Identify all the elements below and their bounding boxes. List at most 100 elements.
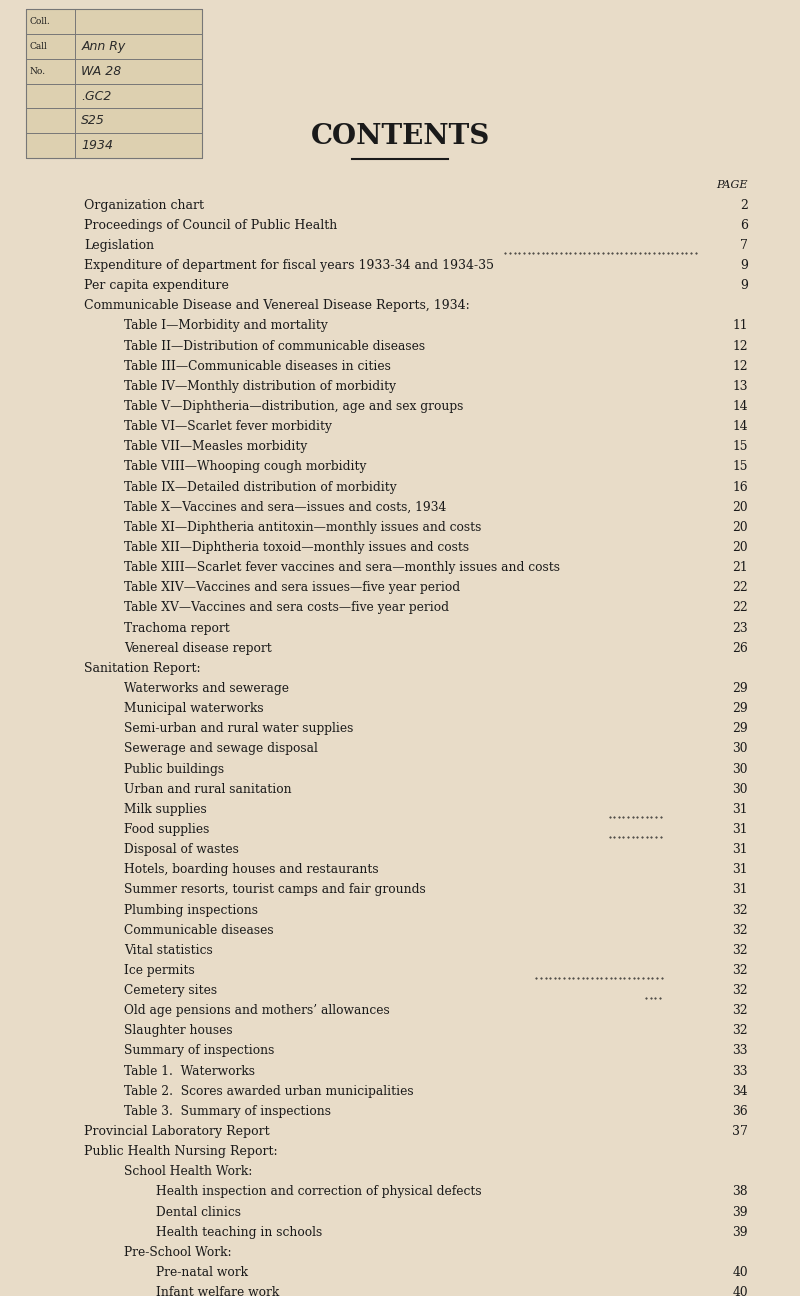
- Text: Old age pensions and mothers’ allowances: Old age pensions and mothers’ allowances: [124, 1004, 390, 1017]
- Text: Table 1.  Waterworks: Table 1. Waterworks: [124, 1064, 255, 1078]
- Text: 26: 26: [732, 642, 748, 654]
- Text: 20: 20: [732, 540, 748, 553]
- Text: Venereal disease report: Venereal disease report: [124, 642, 272, 654]
- Text: 40: 40: [732, 1286, 748, 1296]
- Text: Per capita expenditure: Per capita expenditure: [84, 279, 229, 292]
- Text: 7: 7: [740, 238, 748, 251]
- Text: 32: 32: [732, 1004, 748, 1017]
- Text: Table III—Communicable diseases in cities: Table III—Communicable diseases in citie…: [124, 360, 391, 373]
- Text: Sanitation Report:: Sanitation Report:: [84, 662, 201, 675]
- Text: School Health Work:: School Health Work:: [124, 1165, 252, 1178]
- Text: Milk supplies: Milk supplies: [124, 802, 206, 815]
- Text: Ice permits: Ice permits: [124, 964, 194, 977]
- Text: Dental clinics: Dental clinics: [156, 1205, 241, 1218]
- Text: 30: 30: [733, 762, 748, 775]
- Bar: [26, 9, 202, 158]
- Text: 15: 15: [733, 441, 748, 454]
- Text: 31: 31: [733, 844, 748, 857]
- Text: Disposal of wastes: Disposal of wastes: [124, 844, 239, 857]
- Text: 21: 21: [732, 561, 748, 574]
- Text: Table IX—Detailed distribution of morbidity: Table IX—Detailed distribution of morbid…: [124, 481, 397, 494]
- Text: 1934: 1934: [82, 139, 114, 152]
- Text: Coll.: Coll.: [30, 17, 50, 26]
- Text: 40: 40: [732, 1266, 748, 1279]
- Text: Table I—Morbidity and mortality: Table I—Morbidity and mortality: [124, 320, 328, 333]
- Text: .GC2: .GC2: [82, 89, 112, 102]
- Text: 22: 22: [732, 582, 748, 595]
- Text: 29: 29: [732, 682, 748, 695]
- Text: 22: 22: [732, 601, 748, 614]
- Text: Table XIV—Vaccines and sera issues—five year period: Table XIV—Vaccines and sera issues—five …: [124, 582, 460, 595]
- Text: Municipal waterworks: Municipal waterworks: [124, 702, 264, 715]
- Text: 16: 16: [732, 481, 748, 494]
- Text: Table XII—Diphtheria toxoid—monthly issues and costs: Table XII—Diphtheria toxoid—monthly issu…: [124, 540, 469, 553]
- Text: Health inspection and correction of physical defects: Health inspection and correction of phys…: [156, 1186, 482, 1199]
- Text: 32: 32: [732, 924, 748, 937]
- Text: Sewerage and sewage disposal: Sewerage and sewage disposal: [124, 743, 318, 756]
- Text: 38: 38: [732, 1186, 748, 1199]
- Text: Table XV—Vaccines and sera costs—five year period: Table XV—Vaccines and sera costs—five ye…: [124, 601, 449, 614]
- Text: Table XIII—Scarlet fever vaccines and sera—monthly issues and costs: Table XIII—Scarlet fever vaccines and se…: [124, 561, 560, 574]
- Text: Communicable Disease and Venereal Disease Reports, 1934:: Communicable Disease and Venereal Diseas…: [84, 299, 470, 312]
- Text: Call: Call: [30, 41, 47, 51]
- Text: 23: 23: [732, 622, 748, 635]
- Text: Pre-School Work:: Pre-School Work:: [124, 1245, 232, 1258]
- Text: Table 3.  Summary of inspections: Table 3. Summary of inspections: [124, 1105, 331, 1118]
- Text: Plumbing inspections: Plumbing inspections: [124, 903, 258, 916]
- Text: 12: 12: [732, 340, 748, 353]
- Text: 39: 39: [732, 1205, 748, 1218]
- Text: 11: 11: [733, 320, 748, 333]
- Text: 32: 32: [732, 943, 748, 956]
- Text: PAGE: PAGE: [717, 180, 748, 191]
- Text: 30: 30: [733, 783, 748, 796]
- Text: Organization chart: Organization chart: [84, 198, 204, 211]
- Text: Trachoma report: Trachoma report: [124, 622, 230, 635]
- Text: 2: 2: [740, 198, 748, 211]
- Text: 13: 13: [733, 380, 748, 393]
- Text: 33: 33: [733, 1045, 748, 1058]
- Text: 37: 37: [732, 1125, 748, 1138]
- Text: 39: 39: [732, 1226, 748, 1239]
- Text: Vital statistics: Vital statistics: [124, 943, 213, 956]
- Text: Ann Ry: Ann Ry: [82, 40, 126, 53]
- Text: Expenditure of department for fiscal years 1933-34 and 1934-35: Expenditure of department for fiscal yea…: [84, 259, 494, 272]
- Text: Infant welfare work: Infant welfare work: [156, 1286, 279, 1296]
- Text: CONTENTS: CONTENTS: [310, 123, 490, 149]
- Text: Table 2.  Scores awarded urban municipalities: Table 2. Scores awarded urban municipali…: [124, 1085, 414, 1098]
- Text: 36: 36: [732, 1105, 748, 1118]
- Text: Legislation: Legislation: [84, 238, 154, 251]
- Text: Table II—Distribution of communicable diseases: Table II—Distribution of communicable di…: [124, 340, 425, 353]
- Text: Health teaching in schools: Health teaching in schools: [156, 1226, 322, 1239]
- Text: 34: 34: [732, 1085, 748, 1098]
- Text: 6: 6: [740, 219, 748, 232]
- Text: Public Health Nursing Report:: Public Health Nursing Report:: [84, 1146, 278, 1159]
- Text: Pre-natal work: Pre-natal work: [156, 1266, 248, 1279]
- Text: 20: 20: [732, 521, 748, 534]
- Text: 9: 9: [740, 279, 748, 292]
- Text: 9: 9: [740, 259, 748, 272]
- Text: 32: 32: [732, 903, 748, 916]
- Text: 12: 12: [732, 360, 748, 373]
- Text: Cemetery sites: Cemetery sites: [124, 984, 217, 997]
- Text: Waterworks and sewerage: Waterworks and sewerage: [124, 682, 289, 695]
- Text: Communicable diseases: Communicable diseases: [124, 924, 274, 937]
- Text: 33: 33: [733, 1064, 748, 1078]
- Text: No.: No.: [30, 66, 46, 75]
- Text: Public buildings: Public buildings: [124, 762, 224, 775]
- Text: Table XI—Diphtheria antitoxin—monthly issues and costs: Table XI—Diphtheria antitoxin—monthly is…: [124, 521, 482, 534]
- Text: 14: 14: [732, 420, 748, 433]
- Text: Summer resorts, tourist camps and fair grounds: Summer resorts, tourist camps and fair g…: [124, 884, 426, 897]
- Text: S25: S25: [82, 114, 105, 127]
- Text: 31: 31: [733, 863, 748, 876]
- Text: Urban and rural sanitation: Urban and rural sanitation: [124, 783, 292, 796]
- Text: Table VIII—Whooping cough morbidity: Table VIII—Whooping cough morbidity: [124, 460, 366, 473]
- Text: 29: 29: [732, 702, 748, 715]
- Text: Slaughter houses: Slaughter houses: [124, 1024, 233, 1037]
- Text: 30: 30: [733, 743, 748, 756]
- Text: Provincial Laboratory Report: Provincial Laboratory Report: [84, 1125, 270, 1138]
- Text: WA 28: WA 28: [82, 65, 122, 78]
- Text: Food supplies: Food supplies: [124, 823, 210, 836]
- Text: 14: 14: [732, 400, 748, 413]
- Text: Summary of inspections: Summary of inspections: [124, 1045, 274, 1058]
- Text: Proceedings of Council of Public Health: Proceedings of Council of Public Health: [84, 219, 338, 232]
